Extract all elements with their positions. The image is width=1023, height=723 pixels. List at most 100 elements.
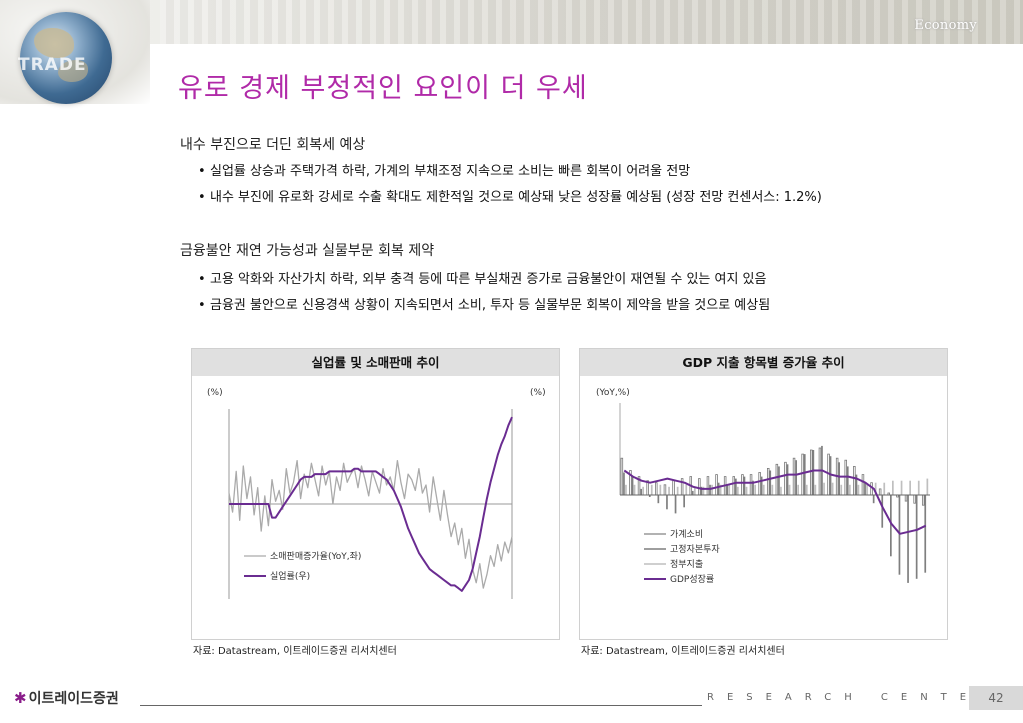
bar-household-consumption: [655, 482, 658, 496]
chart-panel-unemployment-retail: 실업률 및 소매판매 추이 (%) (%) 소매판매증가율(YoY,좌) 실업률(우): [191, 348, 560, 640]
bar-government-spending: [814, 484, 817, 495]
bar-fixed-investment: [803, 454, 806, 495]
trade-logo-text: TRADE: [18, 55, 87, 75]
bar-government-spending: [788, 484, 791, 495]
bar-government-spending: [694, 486, 696, 495]
bar-fixed-investment: [666, 495, 668, 510]
bar-government-spending: [745, 486, 748, 495]
legend-label: 소매판매증가율(YoY,좌): [270, 551, 361, 562]
bar-government-spending: [719, 484, 722, 495]
bar-government-spending: [857, 484, 860, 495]
bar-fixed-investment: [623, 472, 625, 495]
bar-fixed-investment: [778, 466, 780, 495]
globe-land-shape-2: [58, 60, 88, 82]
bar-government-spending: [702, 486, 705, 495]
source-note: 자료: Datastream, 이트레이드증권 리서치센터: [193, 646, 397, 657]
bullet-item: • 내수 부진에 유로화 강세로 수출 확대도 제한적일 것으로 예상돼 낮은 성…: [198, 186, 822, 205]
bullet-text: 금융권 불안으로 신용경색 상황이 지속되면서 소비, 투자 등 실물부문 회복…: [210, 298, 771, 313]
bar-household-consumption: [672, 480, 675, 496]
bar-household-consumption: [861, 474, 865, 496]
banner-texture: [160, 0, 1023, 44]
bar-fixed-investment: [872, 495, 875, 504]
section-heading-2: 금융불안 재연 가능성과 실물부문 회복 제약: [180, 243, 435, 259]
bar-fixed-investment: [846, 466, 849, 495]
bar-government-spending: [668, 486, 670, 495]
bar-fixed-investment: [864, 482, 866, 495]
bar-household-consumption: [844, 459, 847, 496]
legend-label: 실업률(우): [270, 571, 310, 582]
bar-government-spending: [676, 486, 679, 495]
bar-fixed-investment: [717, 482, 720, 495]
bar-household-consumption: [913, 494, 916, 504]
bar-fixed-investment: [795, 460, 797, 495]
right-axis-unit: (%): [530, 388, 546, 398]
bar-fixed-investment: [890, 495, 892, 557]
bar-household-consumption: [870, 482, 873, 496]
bullet-text: 실업률 상승과 주택가격 하락, 가계의 부채조정 지속으로 소비는 빠른 회복…: [210, 164, 691, 179]
bullet-item: • 고용 악화와 자산가치 하락, 외부 충격 등에 따른 부실채권 증가로 금융…: [198, 268, 766, 287]
bullet-item: • 실업률 상승과 주택가격 하락, 가계의 부채조정 지속으로 소비는 빠른 회…: [198, 160, 690, 179]
bar-fixed-investment: [735, 478, 737, 495]
bullet-mark: •: [198, 190, 206, 205]
bar-government-spending: [892, 480, 894, 495]
bar-household-consumption: [809, 449, 813, 496]
bar-household-consumption: [706, 476, 710, 496]
bar-fixed-investment: [881, 495, 884, 528]
bullet-text: 내수 부진에 유로화 강세로 수출 확대도 제한적일 것으로 예상돼 낮은 성장…: [210, 190, 822, 205]
footer-divider: [140, 705, 702, 706]
bar-government-spending: [625, 484, 627, 495]
bar-government-spending: [659, 484, 662, 495]
bar-fixed-investment: [855, 474, 858, 495]
bar-household-consumption: [715, 474, 718, 496]
bar-household-consumption: [921, 494, 925, 506]
bar-government-spending: [728, 484, 731, 495]
bar-fixed-investment: [691, 490, 694, 495]
bar-government-spending: [771, 484, 774, 495]
bar-household-consumption: [878, 488, 882, 496]
bar-government-spending: [917, 480, 920, 495]
bar-government-spending: [840, 484, 843, 495]
bar-household-consumption: [732, 476, 735, 496]
bar-household-consumption: [853, 466, 856, 496]
chart-panel-gdp-components: GDP 지출 항목별 증가율 추이 (YoY,%) 가계소비 고정자본투자 정부지출 G…: [579, 348, 948, 640]
bar-government-spending: [831, 482, 834, 495]
bar-fixed-investment: [648, 495, 651, 497]
bar-fixed-investment: [786, 464, 789, 495]
bar-fixed-investment: [726, 484, 729, 495]
bar-household-consumption: [766, 468, 770, 496]
globe-land-shape: [34, 28, 74, 58]
bar-fixed-investment: [838, 462, 840, 495]
bar-government-spending: [866, 484, 868, 495]
bar-fixed-investment: [760, 476, 763, 495]
bar-fixed-investment: [700, 486, 703, 495]
bar-government-spending: [762, 484, 765, 495]
bar-household-consumption: [620, 457, 624, 496]
bar-household-consumption: [904, 494, 908, 502]
series-line-gdp: [623, 469, 927, 535]
bar-household-consumption: [801, 453, 804, 496]
footer-research-center: RESEARCH CENTER: [707, 692, 1000, 703]
bar-fixed-investment: [743, 476, 746, 495]
bar-government-spending: [780, 486, 782, 495]
bar-government-spending: [797, 484, 799, 495]
bar-household-consumption: [698, 478, 701, 496]
chart-title: 실업률 및 소매판매 추이: [192, 349, 559, 376]
bar-government-spending: [909, 480, 911, 495]
bullet-mark: •: [198, 298, 206, 313]
bar-household-consumption: [792, 457, 796, 496]
bullet-text: 고용 악화와 자산가치 하락, 외부 충격 등에 따른 부실채권 증가로 금융불…: [210, 272, 767, 287]
company-name: 이트레이드증권: [28, 691, 119, 707]
bar-fixed-investment: [924, 495, 927, 573]
bullet-item: • 금융권 불안으로 신용경색 상황이 지속되면서 소비, 투자 등 실물부문 회…: [198, 294, 770, 313]
bar-household-consumption: [758, 472, 761, 496]
logo-star-icon: ✱: [14, 689, 27, 707]
page-number: 42: [969, 686, 1023, 710]
bullet-mark: •: [198, 164, 206, 179]
bar-government-spending: [633, 484, 636, 495]
axis-unit: (YoY,%): [596, 388, 630, 398]
bar-government-spending: [754, 484, 756, 495]
bar-fixed-investment: [683, 495, 685, 508]
bar-fixed-investment: [752, 480, 754, 495]
source-note: 자료: Datastream, 이트레이드증권 리서치센터: [581, 646, 785, 657]
